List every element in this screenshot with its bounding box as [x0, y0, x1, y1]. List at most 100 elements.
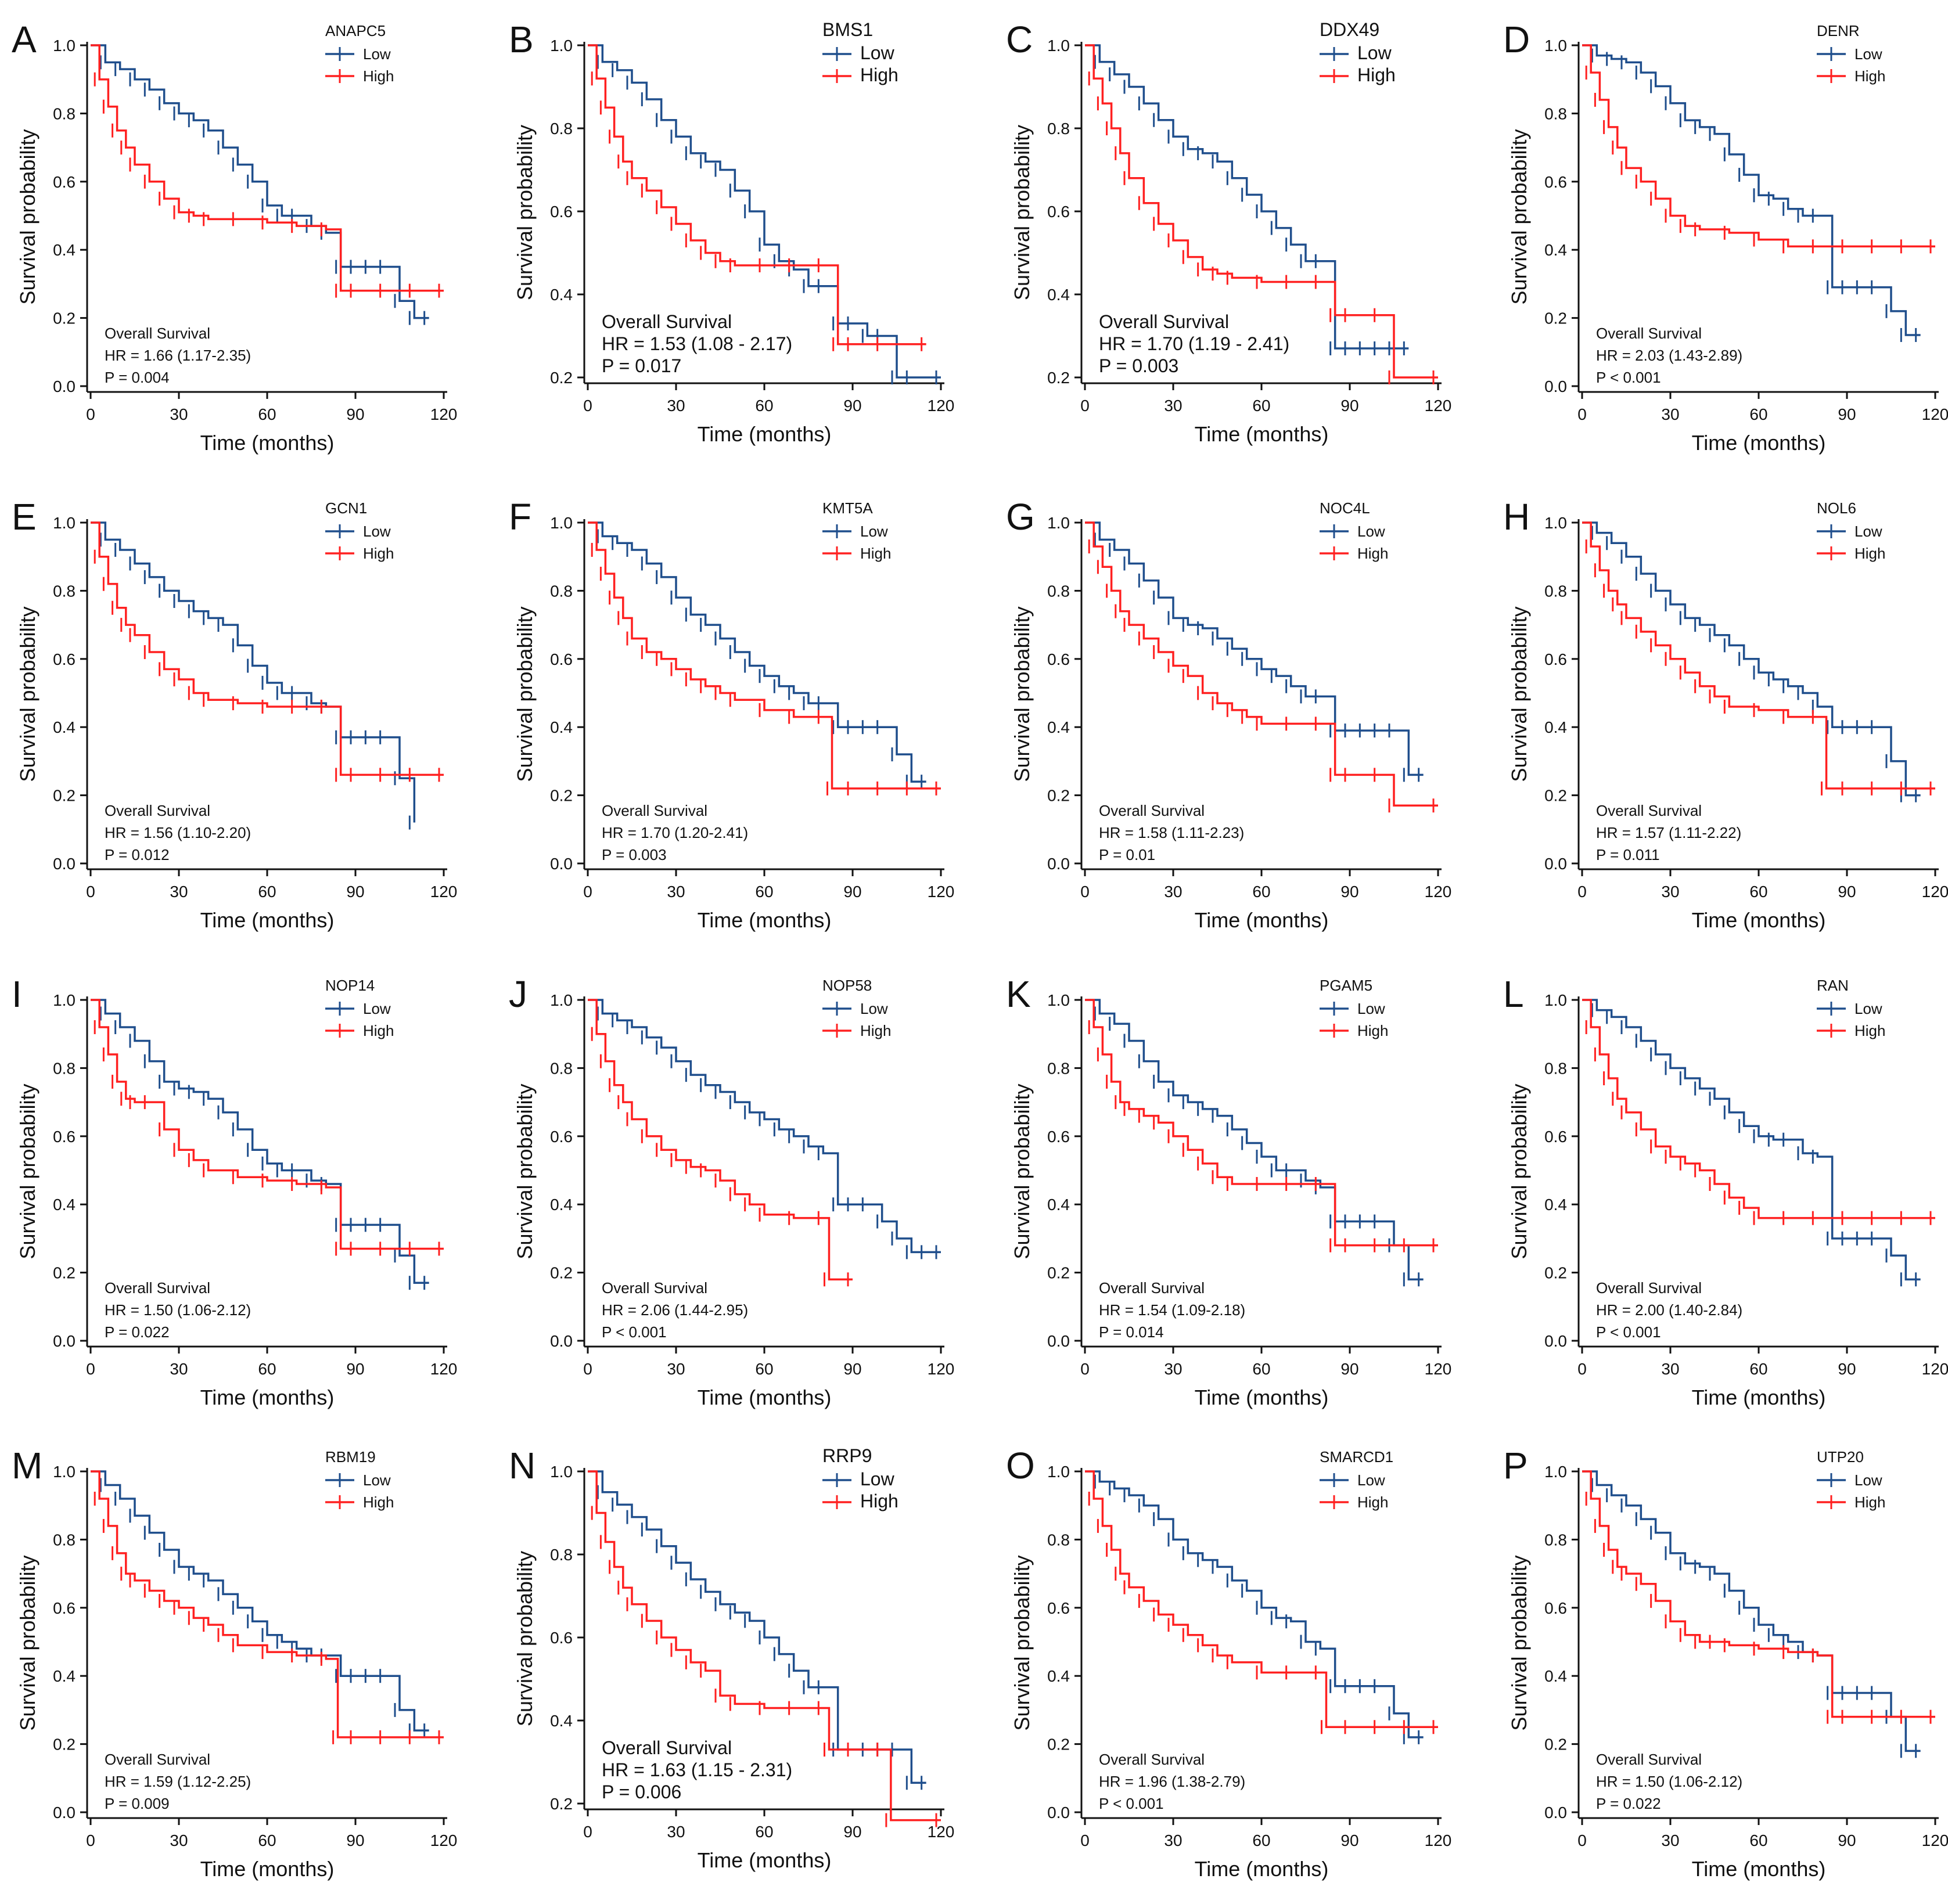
legend-label-low: Low	[1854, 1000, 1882, 1017]
y-axis-title: Survival probability	[1507, 1555, 1531, 1730]
legend-title: NOP58	[822, 977, 872, 994]
y-tick-label: 0.2	[1544, 787, 1567, 805]
x-tick-label: 60	[258, 405, 276, 423]
km-curve-low	[1582, 1470, 1921, 1752]
y-tick-label: 0.2	[1544, 1736, 1567, 1754]
y-tick-label: 1.0	[1047, 514, 1070, 532]
x-axis-title: Time (months)	[1195, 422, 1329, 446]
x-tick-label: 30	[1661, 1831, 1679, 1849]
x-tick-label: 90	[1340, 1831, 1358, 1849]
legend-label-low: Low	[1357, 1471, 1385, 1489]
panel-m: M 0.0 0.2 0.4 0.6 0.8 1.0 0 30 60 90 120 Time (month…	[12, 1445, 457, 1881]
panel-l: L 0.0 0.2 0.4 0.6 0.8 1.0 0 30 60 90 120 Time (month…	[1503, 973, 1948, 1409]
stats-title: Overall Survival	[602, 1737, 732, 1758]
p-value: P < 0.001	[602, 1323, 667, 1341]
x-tick-label: 120	[430, 1831, 458, 1849]
x-tick-label: 90	[1838, 1360, 1856, 1378]
x-tick-label: 120	[928, 883, 955, 901]
x-tick-label: 0	[1080, 1360, 1090, 1378]
hazard-ratio: HR = 1.96 (1.38-2.79)	[1099, 1773, 1245, 1790]
y-tick-label: 1.0	[1047, 991, 1070, 1009]
hazard-ratio: HR = 1.70 (1.19 - 2.41)	[1099, 333, 1289, 354]
y-tick-label: 0.4	[1544, 241, 1567, 259]
legend-label-low: Low	[1854, 1471, 1882, 1489]
y-axis-title: Survival probability	[16, 606, 39, 782]
x-tick-label: 60	[1749, 1360, 1767, 1378]
panel-letter: N	[509, 1445, 535, 1487]
legend-title: RAN	[1817, 977, 1849, 994]
x-tick-label: 0	[86, 405, 95, 423]
legend-label-high: High	[1854, 67, 1885, 85]
y-tick-label: 1.0	[550, 37, 573, 55]
km-curve-low	[1582, 521, 1921, 797]
km-curve-high	[91, 999, 444, 1250]
legend-label-low: Low	[363, 1471, 391, 1489]
y-tick-label: 0.0	[1047, 1804, 1070, 1822]
y-tick-label: 0.4	[1544, 1667, 1567, 1685]
p-value: P = 0.014	[1099, 1323, 1164, 1341]
legend-label-high: High	[363, 1022, 394, 1039]
x-axis-title: Time (months)	[1692, 431, 1826, 455]
x-tick-label: 30	[170, 1360, 188, 1378]
p-value: P < 0.001	[1596, 369, 1661, 386]
legend-label-high: High	[1357, 545, 1388, 562]
x-tick-label: 0	[1577, 405, 1587, 423]
y-tick-label: 0.2	[550, 1795, 573, 1813]
x-tick-label: 120	[430, 405, 458, 423]
y-axis-title: Survival probability	[1010, 1555, 1034, 1730]
x-tick-label: 30	[667, 1823, 685, 1841]
y-tick-label: 0.4	[53, 718, 76, 736]
legend-label-high: High	[860, 545, 891, 562]
y-tick-label: 0.2	[53, 1736, 76, 1754]
legend-label-high: High	[363, 1493, 394, 1511]
panel-letter: B	[509, 19, 534, 60]
panel-p: P 0.0 0.2 0.4 0.6 0.8 1.0 0 30 60 90 120 Time (month…	[1503, 1445, 1948, 1881]
y-tick-label: 0.2	[550, 369, 573, 387]
y-tick-label: 0.8	[550, 1059, 573, 1077]
y-tick-label: 0.8	[1544, 105, 1567, 123]
y-tick-label: 0.0	[550, 1332, 573, 1350]
x-tick-label: 120	[1425, 1831, 1452, 1849]
panel-j: J 0.0 0.2 0.4 0.6 0.8 1.0 0 30 60 90 120 Time (month…	[509, 973, 954, 1409]
x-tick-label: 0	[1577, 1360, 1587, 1378]
hazard-ratio: HR = 1.50 (1.06-2.12)	[1596, 1773, 1742, 1790]
km-curve-high	[91, 1470, 444, 1739]
x-tick-label: 90	[1340, 883, 1358, 901]
km-curve-high	[91, 44, 444, 292]
y-tick-label: 0.6	[1047, 650, 1070, 668]
y-tick-label: 0.2	[53, 309, 76, 327]
km-curve-high	[1085, 1470, 1438, 1728]
stats-title: Overall Survival	[1596, 1751, 1702, 1768]
y-tick-label: 0.6	[1544, 650, 1567, 668]
x-tick-label: 60	[1252, 1831, 1270, 1849]
y-tick-label: 0.2	[1047, 369, 1070, 387]
hazard-ratio: HR = 1.54 (1.09-2.18)	[1099, 1301, 1245, 1319]
stats-title: Overall Survival	[105, 325, 210, 342]
stats-title: Overall Survival	[1596, 1279, 1702, 1297]
hazard-ratio: HR = 1.57 (1.11-2.22)	[1596, 824, 1741, 841]
x-tick-label: 90	[1838, 883, 1856, 901]
hazard-ratio: HR = 2.03 (1.43-2.89)	[1596, 347, 1742, 364]
x-tick-label: 0	[1080, 397, 1090, 415]
legend-label-high: High	[1854, 1022, 1885, 1039]
legend-title: RRP9	[822, 1445, 872, 1466]
y-tick-label: 0.4	[1544, 1196, 1567, 1214]
x-tick-label: 60	[1252, 397, 1270, 415]
x-tick-label: 90	[843, 883, 861, 901]
x-tick-label: 30	[1661, 1360, 1679, 1378]
km-curve-high	[588, 521, 941, 790]
x-tick-label: 60	[755, 1360, 773, 1378]
hazard-ratio: HR = 1.59 (1.12-2.25)	[105, 1773, 251, 1790]
y-tick-label: 0.6	[1047, 203, 1070, 221]
y-tick-label: 0.0	[550, 855, 573, 873]
y-tick-label: 1.0	[550, 991, 573, 1009]
panel-d: D 0.0 0.2 0.4 0.6 0.8 1.0 0 30 60 90 120 Time (month…	[1503, 19, 1948, 455]
y-tick-label: 0.6	[53, 1128, 76, 1146]
km-curve-high	[1582, 999, 1935, 1219]
x-tick-label: 60	[1749, 883, 1767, 901]
y-tick-label: 1.0	[1047, 37, 1070, 55]
legend-label-high: High	[1357, 64, 1396, 85]
x-axis-title: Time (months)	[1195, 1857, 1329, 1881]
y-tick-label: 0.4	[53, 1667, 76, 1685]
